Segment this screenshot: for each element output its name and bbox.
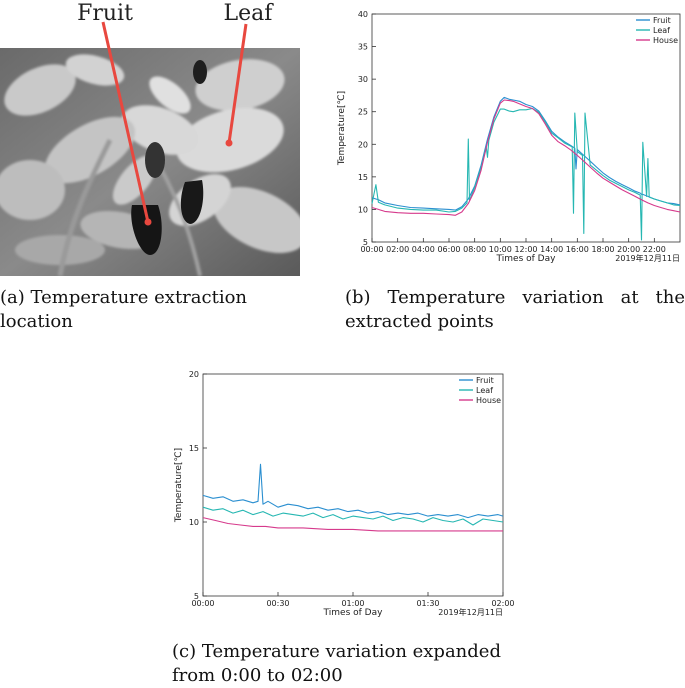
chart-b: 5 10 15 20 25 30 35 40 00:00 02:00 04:00 06:00 08:00… (337, 10, 681, 264)
x-tick-label: 20:00 (617, 245, 640, 254)
x-tick-label: 22:00 (643, 245, 666, 254)
series-line-fruit (371, 96, 681, 211)
y-axis-label: Temperature[℃] (337, 91, 347, 166)
x-axis-label: Times of Day (323, 608, 384, 618)
x-tick-label: 02:00 (491, 599, 514, 608)
fruit-pointer-line (101, 21, 150, 223)
leaf-pointer-line (227, 23, 248, 144)
legend-label: Leaf (653, 26, 670, 35)
legend-label: House (653, 36, 678, 45)
x-tick-label: 01:30 (416, 599, 439, 608)
date-note: 2019年12月11日 (615, 253, 680, 263)
series-line-leaf (371, 107, 681, 241)
y-tick-label: 5 (194, 592, 199, 601)
y-axis-label: Temperature[℃] (174, 448, 184, 523)
x-tick-label: 12:00 (514, 245, 537, 254)
chart-c-panel: 5 10 15 20 00:00 00:30 01:00 01:30 02:00 Times of… (170, 360, 515, 630)
y-tick-label: 15 (358, 173, 368, 182)
legend-label: Fruit (653, 16, 671, 25)
x-tick-label: 16:00 (566, 245, 589, 254)
thermal-image-panel: Fruit Leaf (0, 0, 307, 277)
plot-frame (202, 373, 504, 597)
date-note: 2019年12月11日 (438, 607, 503, 617)
y-tick-label: 40 (358, 10, 368, 19)
x-axis-label: Times of Day (496, 254, 557, 264)
x-tick-label: 08:00 (463, 245, 486, 254)
caption-a: (a) Temperature extraction location (0, 287, 248, 332)
series-line-leaf (202, 506, 504, 526)
caption-b: (b) Temperature variation at the extract… (345, 287, 685, 332)
y-tick-label: 20 (189, 370, 199, 379)
x-tick-label: 02:00 (386, 245, 409, 254)
caption-c: (c) Temperature variation expanded from … (172, 641, 501, 686)
series-line-house (371, 99, 681, 216)
x-tick-label: 10:00 (489, 245, 512, 254)
plot-frame (371, 13, 681, 243)
x-tick-label: 00:00 (360, 245, 383, 254)
x-tick-label: 06:00 (437, 245, 460, 254)
legend-label: House (476, 396, 501, 405)
x-tick-label: 00:00 (191, 599, 214, 608)
y-tick-label: 20 (358, 140, 368, 149)
y-tick-label: 5 (363, 238, 368, 247)
y-tick-label: 35 (358, 43, 368, 52)
series-line-fruit (202, 463, 504, 519)
chart-b-panel: 5 10 15 20 25 30 35 40 00:00 02:00 04:00 06:00 08:00… (330, 0, 685, 280)
x-tick-label: 18:00 (591, 245, 614, 254)
fruit-label: Fruit (77, 1, 133, 26)
thermal-image: Fruit Leaf (0, 1, 307, 277)
x-tick-label: 01:00 (341, 599, 364, 608)
leaf-point-marker (225, 139, 233, 147)
x-tick-label: 14:00 (540, 245, 563, 254)
chart-c: 5 10 15 20 00:00 00:30 01:00 01:30 02:00 Times of… (174, 370, 515, 618)
dark-fruits (131, 60, 207, 255)
leaf-label: Leaf (224, 1, 275, 26)
x-tick-label: 00:30 (266, 599, 289, 608)
series-line-house (202, 517, 503, 532)
legend-label: Leaf (476, 386, 493, 395)
fruit-point-marker (144, 218, 152, 226)
y-tick-label: 30 (358, 75, 368, 84)
legend-label: Fruit (476, 376, 494, 385)
y-tick-label: 25 (358, 108, 368, 117)
y-tick-label: 10 (358, 205, 368, 214)
x-tick-label: 04:00 (412, 245, 435, 254)
y-tick-label: 15 (189, 444, 199, 453)
y-tick-label: 10 (189, 518, 199, 527)
